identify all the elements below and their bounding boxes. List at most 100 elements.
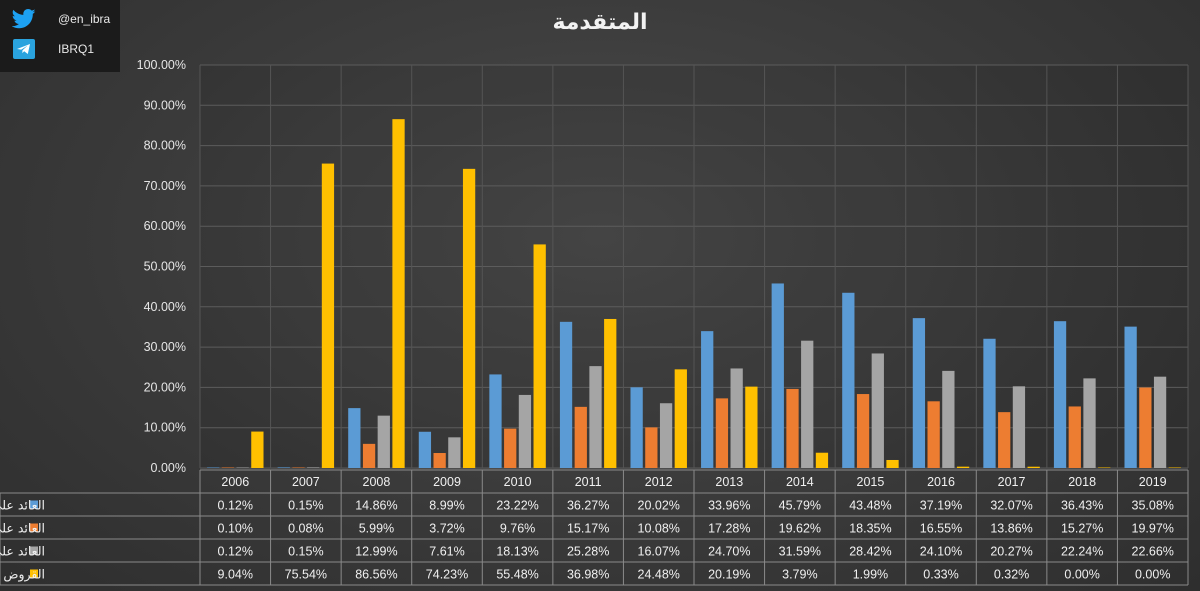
y-tick-label: 60.00% [144, 219, 186, 233]
legend-label-2: العائد على الموجودات [0, 521, 45, 537]
data-label: 12.99% [355, 545, 397, 559]
bar-4-2016 [956, 466, 970, 468]
x-tick-label: 2006 [221, 475, 249, 489]
data-label: 19.97% [1132, 522, 1174, 536]
x-tick-label: 2008 [363, 475, 391, 489]
bar-1-2016 [912, 318, 926, 468]
x-tick-label: 2009 [433, 475, 461, 489]
data-label: 15.17% [567, 522, 609, 536]
data-label: 33.96% [708, 499, 750, 513]
bar-3-2017 [1012, 386, 1026, 468]
bar-2-2007 [292, 467, 305, 468]
x-tick-label: 2017 [998, 475, 1026, 489]
y-tick-label: 90.00% [144, 98, 186, 112]
bar-4-2011 [604, 318, 617, 468]
bar-4-2007 [321, 163, 335, 469]
data-label: 16.55% [920, 522, 962, 536]
bar-1-2015 [842, 292, 855, 468]
data-label: 0.00% [1064, 568, 1099, 582]
data-label: 22.66% [1132, 545, 1174, 559]
bar-1-2017 [983, 338, 996, 468]
bar-3-2015 [871, 353, 884, 468]
x-tick-label: 2010 [504, 475, 532, 489]
data-label: 24.10% [920, 545, 962, 559]
data-label: 0.32% [994, 568, 1029, 582]
data-label: 86.56% [355, 568, 397, 582]
legend-key-2 [30, 523, 38, 532]
bar-1-2012 [630, 387, 643, 468]
bar-3-2016 [942, 370, 955, 468]
legend-label-3: العائد على حقوق المساهمين [0, 544, 45, 560]
y-tick-label: 100.00% [137, 58, 186, 72]
data-label: 36.27% [567, 499, 609, 513]
data-label: 9.76% [500, 522, 535, 536]
x-tick-label: 2015 [857, 475, 885, 489]
bar-4-2010 [533, 244, 546, 468]
x-tick-label: 2016 [927, 475, 955, 489]
data-label: 1.99% [853, 568, 888, 582]
bar-4-2014 [815, 452, 829, 468]
data-label: 0.12% [218, 545, 253, 559]
data-label: 45.79% [779, 499, 821, 513]
data-label: 18.13% [496, 545, 538, 559]
data-label: 15.27% [1061, 522, 1103, 536]
telegram-row[interactable]: IBRQ1 [12, 38, 94, 60]
twitter-row[interactable]: @en_ibra [12, 8, 110, 30]
data-label: 75.54% [285, 568, 327, 582]
bar-2-2018 [1068, 406, 1081, 468]
data-label: 20.19% [708, 568, 750, 582]
bar-2-2012 [645, 427, 658, 468]
data-label: 18.35% [849, 522, 891, 536]
data-label: 22.24% [1061, 545, 1103, 559]
telegram-handle: IBRQ1 [58, 42, 95, 56]
bar-3-2014 [801, 340, 814, 468]
bar-2-2008 [362, 443, 376, 468]
bar-2-2013 [715, 398, 729, 468]
y-tick-label: 20.00% [144, 380, 186, 394]
bar-1-2013 [701, 331, 714, 468]
bar-2-2019 [1139, 387, 1152, 468]
data-label: 10.08% [638, 522, 680, 536]
chart-title: المتقدمة [552, 10, 648, 35]
data-label: 28.42% [849, 545, 891, 559]
y-tick-label: 70.00% [144, 179, 186, 193]
data-label: 36.43% [1061, 499, 1103, 513]
y-tick-label: 30.00% [144, 340, 186, 354]
bar-2-2011 [574, 406, 587, 468]
data-label: 0.33% [923, 568, 958, 582]
y-tick-label: 10.00% [144, 421, 186, 435]
bar-3-2006 [236, 467, 249, 468]
data-label: 17.28% [708, 522, 750, 536]
data-label: 25.28% [567, 545, 609, 559]
bar-1-2009 [418, 431, 432, 468]
data-label: 0.08% [288, 522, 323, 536]
bar-1-2019 [1124, 326, 1137, 468]
data-label: 23.22% [496, 499, 538, 513]
data-label: 31.59% [779, 545, 821, 559]
bar-2-2016 [927, 401, 940, 468]
data-label: 0.15% [288, 545, 323, 559]
twitter-bird-icon [12, 8, 36, 30]
data-label: 37.19% [920, 499, 962, 513]
data-label: 55.48% [496, 568, 538, 582]
data-label: 5.99% [359, 522, 394, 536]
bar-4-2013 [745, 386, 758, 468]
bar-3-2012 [659, 403, 673, 468]
data-label: 9.04% [218, 568, 253, 582]
data-label: 19.62% [779, 522, 821, 536]
y-tick-label: 50.00% [144, 260, 186, 274]
bar-1-2018 [1053, 321, 1067, 468]
bar-3-2008 [377, 415, 390, 468]
bar-4-2017 [1027, 466, 1040, 468]
x-tick-label: 2007 [292, 475, 320, 489]
bar-1-2007 [277, 467, 290, 468]
bar-4-2015 [886, 459, 899, 468]
data-label: 20.27% [990, 545, 1032, 559]
x-tick-label: 2012 [645, 475, 673, 489]
x-tick-label: 2013 [715, 475, 743, 489]
x-tick-label: 2018 [1068, 475, 1096, 489]
bar-4-2008 [392, 119, 405, 468]
data-label: 74.23% [426, 568, 468, 582]
data-label: 0.00% [1135, 568, 1170, 582]
